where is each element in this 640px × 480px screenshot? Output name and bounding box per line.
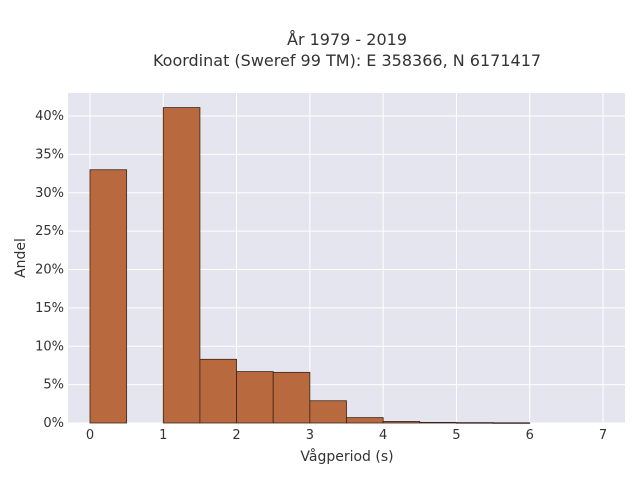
x-tick-label: 6	[526, 428, 534, 443]
histogram-bar	[346, 417, 384, 424]
x-tick-label: 5	[452, 428, 460, 443]
y-tick-label: 25%	[35, 224, 64, 239]
histogram-bar	[456, 422, 494, 424]
histogram-bar	[89, 169, 128, 424]
x-tick-label: 1	[159, 428, 167, 443]
histogram-bar	[236, 371, 274, 424]
y-axis-ticks: 0% 5% 10% 15% 20% 25% 30% 35% 40%	[35, 109, 64, 431]
x-axis-title: Vågperiod (s)	[300, 448, 393, 465]
plot-area	[68, 93, 625, 423]
chart-title-line-2: Koordinat (Sweref 99 TM): E 358366, N 61…	[153, 51, 541, 70]
y-tick-label: 40%	[35, 109, 64, 124]
histogram-bar	[309, 400, 347, 424]
y-axis-title: Andel	[13, 238, 29, 278]
x-tick-label: 0	[86, 428, 94, 443]
histogram-bar	[272, 371, 311, 424]
histogram-bar	[199, 358, 237, 424]
horizontal-gridlines	[68, 115, 625, 424]
x-axis-ticks: 0 1 2 3 4 5 6 7	[86, 428, 607, 443]
histogram-bar	[382, 421, 421, 424]
x-tick-label: 7	[599, 428, 607, 443]
histogram-bar	[419, 421, 457, 424]
x-tick-label: 4	[379, 428, 387, 443]
y-tick-label: 30%	[35, 186, 64, 201]
y-tick-label: 35%	[35, 147, 64, 162]
histogram-bar	[162, 107, 201, 424]
histogram-bars	[89, 107, 531, 424]
x-tick-label: 3	[306, 428, 314, 443]
y-tick-label: 10%	[35, 339, 64, 354]
chart-title-line-1: År 1979 - 2019	[287, 30, 407, 49]
y-tick-label: 15%	[35, 301, 64, 316]
x-tick-label: 2	[232, 428, 240, 443]
y-tick-label: 5%	[43, 378, 64, 393]
y-tick-label: 20%	[35, 263, 64, 278]
histogram-bar	[492, 422, 531, 424]
y-tick-label: 0%	[43, 416, 64, 431]
